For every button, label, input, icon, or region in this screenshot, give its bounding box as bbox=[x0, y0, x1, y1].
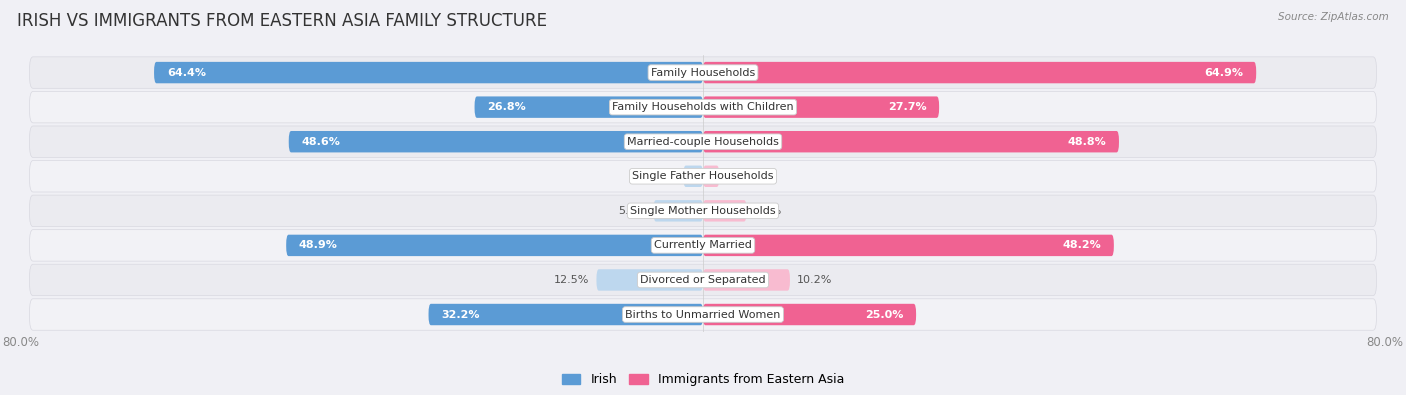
FancyBboxPatch shape bbox=[30, 264, 1376, 296]
Text: 64.4%: 64.4% bbox=[167, 68, 205, 77]
Text: 10.2%: 10.2% bbox=[797, 275, 832, 285]
FancyBboxPatch shape bbox=[288, 131, 703, 152]
FancyBboxPatch shape bbox=[30, 299, 1376, 330]
FancyBboxPatch shape bbox=[30, 229, 1376, 261]
FancyBboxPatch shape bbox=[475, 96, 703, 118]
FancyBboxPatch shape bbox=[596, 269, 703, 291]
Text: Currently Married: Currently Married bbox=[654, 241, 752, 250]
FancyBboxPatch shape bbox=[703, 269, 790, 291]
Legend: Irish, Immigrants from Eastern Asia: Irish, Immigrants from Eastern Asia bbox=[561, 373, 845, 386]
FancyBboxPatch shape bbox=[30, 195, 1376, 227]
Text: Family Households with Children: Family Households with Children bbox=[612, 102, 794, 112]
Text: 48.8%: 48.8% bbox=[1067, 137, 1107, 147]
FancyBboxPatch shape bbox=[654, 200, 703, 222]
Text: 48.9%: 48.9% bbox=[299, 241, 337, 250]
Text: Married-couple Households: Married-couple Households bbox=[627, 137, 779, 147]
Text: Divorced or Separated: Divorced or Separated bbox=[640, 275, 766, 285]
Text: 2.3%: 2.3% bbox=[648, 171, 676, 181]
FancyBboxPatch shape bbox=[703, 96, 939, 118]
Text: 5.8%: 5.8% bbox=[619, 206, 647, 216]
FancyBboxPatch shape bbox=[703, 235, 1114, 256]
FancyBboxPatch shape bbox=[703, 166, 720, 187]
Text: IRISH VS IMMIGRANTS FROM EASTERN ASIA FAMILY STRUCTURE: IRISH VS IMMIGRANTS FROM EASTERN ASIA FA… bbox=[17, 12, 547, 30]
Text: 5.1%: 5.1% bbox=[754, 206, 782, 216]
FancyBboxPatch shape bbox=[155, 62, 703, 83]
FancyBboxPatch shape bbox=[30, 57, 1376, 88]
FancyBboxPatch shape bbox=[703, 62, 1256, 83]
FancyBboxPatch shape bbox=[30, 91, 1376, 123]
FancyBboxPatch shape bbox=[287, 235, 703, 256]
Text: 27.7%: 27.7% bbox=[887, 102, 927, 112]
FancyBboxPatch shape bbox=[703, 200, 747, 222]
Text: 25.0%: 25.0% bbox=[865, 310, 903, 320]
FancyBboxPatch shape bbox=[683, 166, 703, 187]
Text: Single Mother Households: Single Mother Households bbox=[630, 206, 776, 216]
Text: 12.5%: 12.5% bbox=[554, 275, 589, 285]
Text: Births to Unmarried Women: Births to Unmarried Women bbox=[626, 310, 780, 320]
FancyBboxPatch shape bbox=[30, 160, 1376, 192]
Text: 1.9%: 1.9% bbox=[725, 171, 755, 181]
Text: Family Households: Family Households bbox=[651, 68, 755, 77]
FancyBboxPatch shape bbox=[703, 131, 1119, 152]
FancyBboxPatch shape bbox=[703, 304, 917, 325]
Text: 48.6%: 48.6% bbox=[301, 137, 340, 147]
Text: Source: ZipAtlas.com: Source: ZipAtlas.com bbox=[1278, 12, 1389, 22]
Text: 32.2%: 32.2% bbox=[441, 310, 479, 320]
Text: 26.8%: 26.8% bbox=[488, 102, 526, 112]
FancyBboxPatch shape bbox=[30, 126, 1376, 158]
Text: 48.2%: 48.2% bbox=[1063, 241, 1101, 250]
FancyBboxPatch shape bbox=[429, 304, 703, 325]
Text: Single Father Households: Single Father Households bbox=[633, 171, 773, 181]
Text: 64.9%: 64.9% bbox=[1205, 68, 1243, 77]
